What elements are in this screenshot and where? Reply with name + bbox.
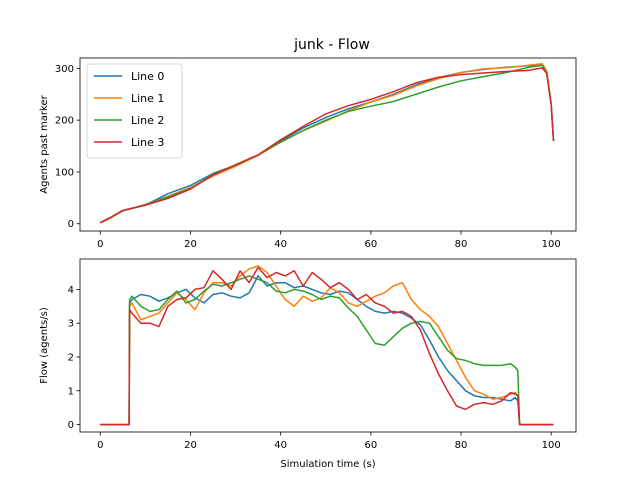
y-tick-label: 300 [55,64,74,75]
x-tick-label: 20 [184,239,197,250]
x-tick-label: 40 [274,440,287,451]
axes-frame [79,258,577,433]
x-tick-label: 60 [364,239,377,250]
x-tick-label: 40 [274,239,287,250]
series-line-3 [99,67,555,224]
x-tick-label: 100 [542,239,561,250]
x-tick-label: 0 [97,239,103,250]
legend-entry: Line 2 [131,114,164,127]
x-tick-label: 20 [184,440,197,451]
legend-entry: Line 3 [131,136,164,149]
y-tick-label: 200 [55,116,74,127]
y-axis-label: Flow (agents/s) [39,307,50,384]
series-line-2 [99,64,555,224]
x-axis-label: Simulation time (s) [280,459,375,470]
legend-box [86,63,183,159]
y-tick-label: 0 [68,420,74,431]
x-tick-label: 100 [542,440,561,451]
y-axis-label: Agents past marker [39,94,50,193]
axes-frame [79,57,577,232]
x-tick-label: 0 [97,440,103,451]
y-tick-label: 4 [68,285,74,296]
legend: Line 0 Line 1 Line 2 Line 3 [86,63,183,159]
y-tick-label: 0 [68,219,74,230]
series-line-3 [100,266,554,426]
series-line-2 [100,275,554,426]
axes-1: 0 20 40 60 80 100 0 100 200 300 Agents past marker… [39,57,577,250]
axes-2: 0 20 40 60 80 100 0 1 2 3 4 Flow (agents/s) Simulati… [39,258,577,470]
y-tick-label: 3 [68,319,74,330]
legend-entry: Line 0 [131,70,164,83]
y-tick-label: 2 [68,352,74,363]
x-tick-label: 80 [455,239,468,250]
chart-title: junk - Flow [293,37,370,53]
legend-entry: Line 1 [131,92,164,105]
y-tick-label: 100 [55,167,74,178]
x-tick-label: 80 [455,440,468,451]
y-tick-label: 1 [68,386,74,397]
x-tick-label: 60 [364,440,377,451]
